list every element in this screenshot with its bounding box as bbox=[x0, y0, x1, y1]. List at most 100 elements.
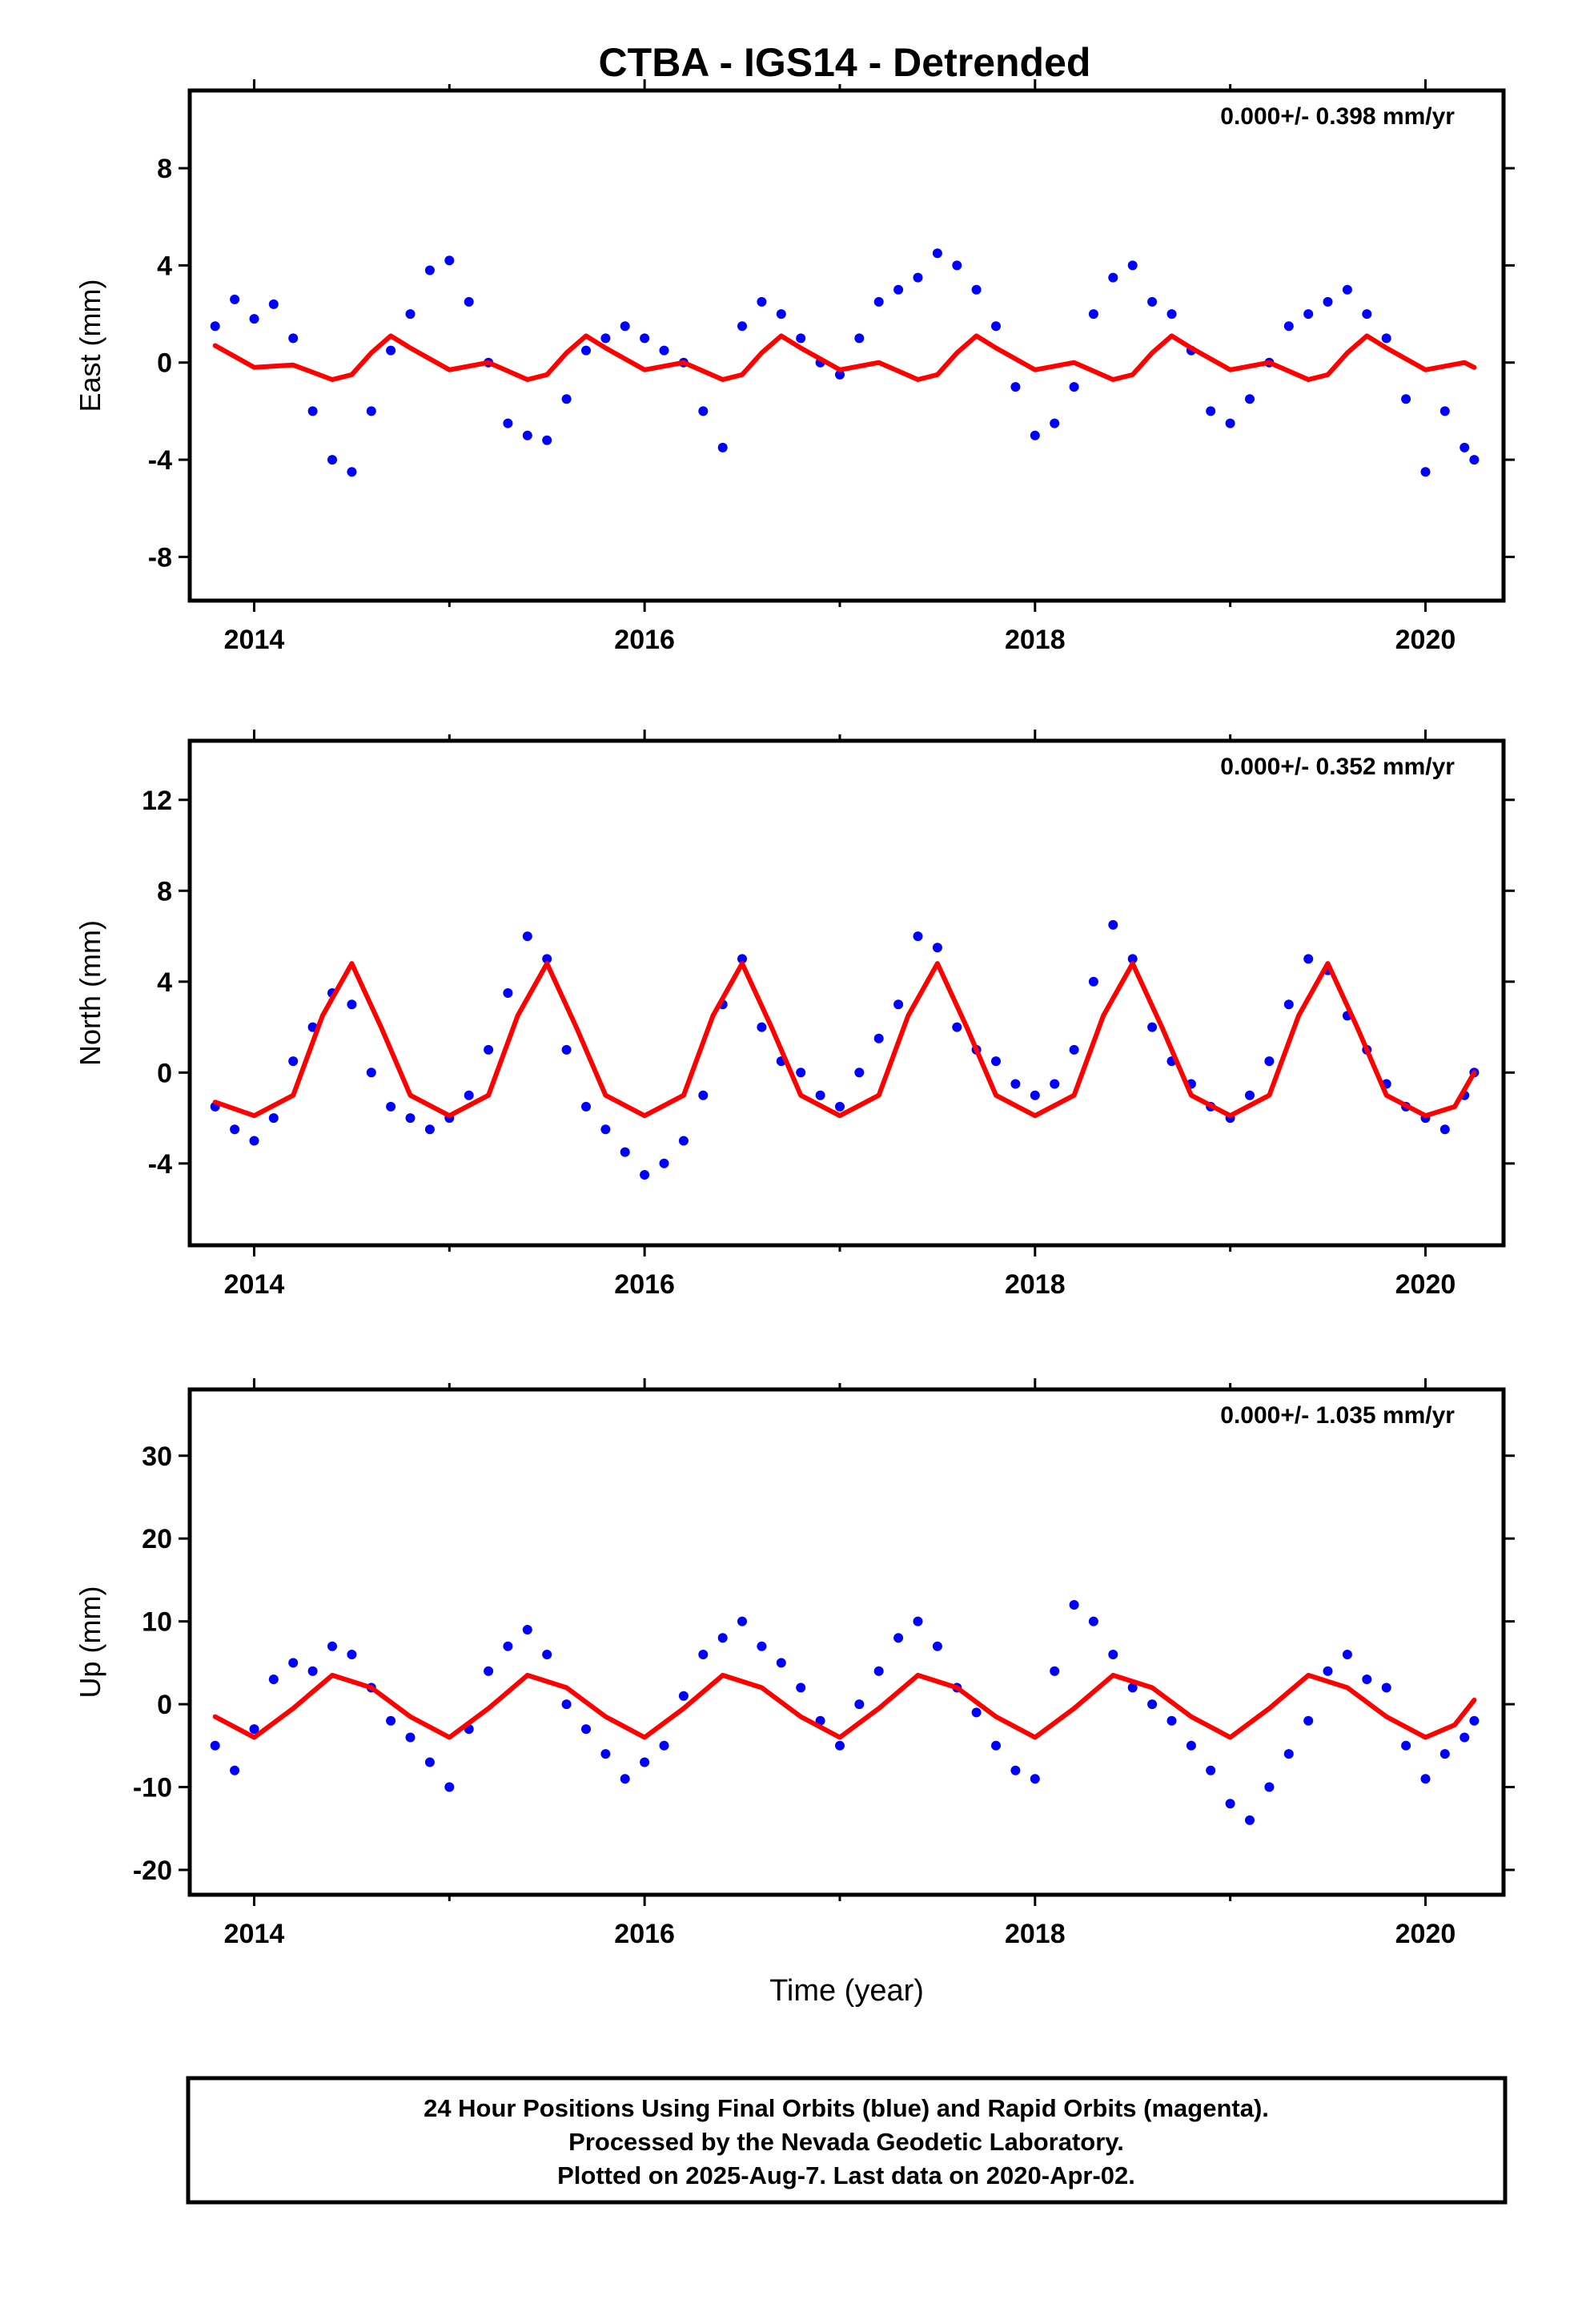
east-data-point bbox=[1069, 382, 1079, 392]
east-model-curve bbox=[212, 333, 1477, 382]
up-data-point bbox=[1303, 1715, 1314, 1726]
east-data-point bbox=[464, 296, 474, 307]
east-data-point bbox=[210, 321, 220, 332]
up-data-point bbox=[678, 1691, 689, 1701]
up-xtick-label: 2018 bbox=[1005, 1919, 1066, 1949]
up-data-point bbox=[1127, 1683, 1138, 1693]
up-data-point bbox=[1030, 1774, 1040, 1784]
east-ytick-label: -8 bbox=[148, 542, 172, 573]
up-data-point bbox=[913, 1616, 923, 1626]
up-ytick-label: 30 bbox=[142, 1441, 172, 1472]
east-data-point bbox=[1401, 394, 1411, 404]
up-data-point bbox=[522, 1625, 532, 1634]
east-rate-label: 0.000+/- 0.398 mm/yr bbox=[1220, 103, 1455, 130]
up-data-point bbox=[1088, 1616, 1098, 1626]
up-data-point bbox=[1108, 1650, 1118, 1659]
north-data-point bbox=[1030, 1090, 1040, 1100]
north-data-point bbox=[854, 1068, 865, 1078]
north-data-point bbox=[932, 943, 942, 953]
east-ylabel: East (mm) bbox=[74, 279, 106, 412]
north-data-point bbox=[1303, 954, 1314, 964]
up-data-point bbox=[620, 1774, 630, 1784]
north-data-point bbox=[484, 1044, 494, 1055]
up-data-point bbox=[1166, 1715, 1177, 1726]
up-data-point bbox=[1147, 1699, 1158, 1710]
east-data-point bbox=[952, 260, 962, 271]
north-data-point bbox=[835, 1101, 845, 1112]
east-data-point bbox=[1381, 333, 1391, 344]
north-data-point bbox=[1283, 999, 1294, 1010]
up-data-point bbox=[327, 1641, 337, 1651]
north-data-point bbox=[757, 1022, 767, 1032]
up-data-point bbox=[932, 1641, 942, 1651]
east-data-point bbox=[971, 284, 982, 295]
up-data-point bbox=[561, 1699, 572, 1710]
up-data-point bbox=[893, 1633, 904, 1643]
up-data-point bbox=[1439, 1749, 1450, 1759]
up-data-point bbox=[873, 1666, 884, 1676]
north-data-point bbox=[796, 1068, 806, 1078]
north-model-curve bbox=[212, 961, 1477, 1119]
east-data-point bbox=[659, 345, 669, 356]
up-data-point bbox=[1225, 1799, 1235, 1809]
up-data-point bbox=[1420, 1774, 1431, 1784]
up-model-curve bbox=[212, 1672, 1477, 1740]
north-data-point bbox=[815, 1090, 825, 1100]
east-data-point bbox=[913, 272, 923, 283]
north-xtick-label: 2018 bbox=[1005, 1269, 1066, 1300]
footer-line-3: Plotted on 2025-Aug-7. Last data on 2020… bbox=[557, 2161, 1135, 2189]
east-data-point bbox=[932, 248, 942, 259]
east-data-point bbox=[1439, 406, 1450, 416]
up-data-point bbox=[347, 1650, 357, 1659]
east-panel: 2014 2016 2018 2020 -8 -4 0 4 8 East (mm) 0.000+/-… bbox=[74, 79, 1515, 655]
east-data-point bbox=[327, 455, 337, 465]
up-data-point bbox=[1245, 1815, 1255, 1825]
up-data-point bbox=[386, 1715, 396, 1726]
north-data-point bbox=[698, 1090, 709, 1100]
footer-line-2: Processed by the Nevada Geodetic Laborat… bbox=[568, 2128, 1124, 2156]
north-data-point bbox=[386, 1101, 396, 1112]
north-data-point bbox=[1245, 1090, 1255, 1100]
east-data-point bbox=[1050, 418, 1060, 428]
north-data-point bbox=[991, 1056, 1001, 1067]
east-data-point bbox=[1206, 406, 1216, 416]
up-data-point bbox=[1323, 1666, 1333, 1676]
up-data-point bbox=[1069, 1600, 1079, 1610]
panels: 2014 2016 2018 2020 -8 -4 0 4 8 East (mm) 0.000+/-… bbox=[74, 79, 1515, 2008]
up-data-point bbox=[854, 1699, 865, 1710]
north-data-point bbox=[249, 1136, 259, 1146]
up-data-point bbox=[210, 1740, 220, 1751]
north-data-point bbox=[1088, 976, 1098, 987]
up-data-point bbox=[503, 1641, 513, 1651]
up-data-point bbox=[268, 1675, 279, 1684]
north-ytick-label: 4 bbox=[157, 967, 172, 998]
north-data-point bbox=[1069, 1044, 1079, 1055]
north-ylabel: North (mm) bbox=[74, 920, 106, 1066]
east-data-point bbox=[835, 369, 845, 380]
east-data-point bbox=[444, 255, 455, 266]
east-data-point bbox=[757, 296, 767, 307]
up-data-point bbox=[405, 1732, 416, 1743]
up-data-point bbox=[581, 1724, 591, 1735]
up-data-point bbox=[1050, 1666, 1060, 1676]
east-data-point bbox=[1460, 442, 1470, 452]
east-data-point bbox=[796, 333, 806, 344]
north-data-point bbox=[952, 1022, 962, 1032]
east-data-point bbox=[542, 435, 552, 445]
east-data-point bbox=[620, 321, 630, 332]
up-rate-label: 0.000+/- 1.035 mm/yr bbox=[1220, 1402, 1455, 1429]
east-data-point bbox=[424, 265, 435, 275]
up-data-point bbox=[1206, 1765, 1216, 1775]
up-panel: 2014 2016 2018 2020 -20 -10 0 10 20 30 Up (mm) Time… bbox=[74, 1378, 1515, 2008]
up-data-point bbox=[230, 1765, 240, 1775]
up-data-point bbox=[1460, 1732, 1470, 1743]
up-data-point bbox=[1401, 1740, 1411, 1751]
east-plot-area bbox=[210, 248, 1480, 477]
up-data-point bbox=[424, 1757, 435, 1767]
east-data-point bbox=[893, 284, 904, 295]
up-ytick-label: -20 bbox=[133, 1856, 172, 1886]
north-data-point bbox=[620, 1147, 630, 1157]
up-frame bbox=[187, 1387, 1506, 1897]
up-data-point bbox=[600, 1749, 611, 1759]
